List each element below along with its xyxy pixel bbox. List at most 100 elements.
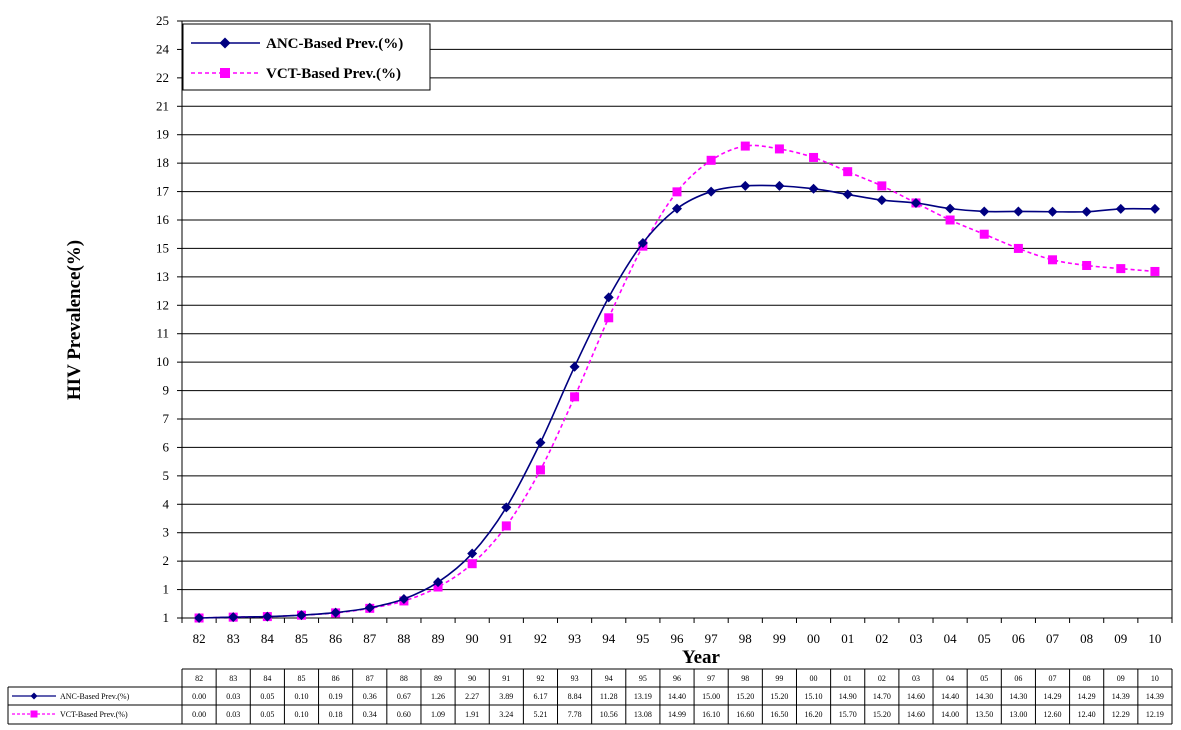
y-tick-label: 15 xyxy=(156,240,169,255)
x-tick-label: 04 xyxy=(944,631,958,646)
table-header-cell: 01 xyxy=(844,674,852,683)
x-tick-label: 90 xyxy=(466,631,479,646)
table-value-cell: 14.29 xyxy=(1044,692,1062,701)
x-tick-label: 92 xyxy=(534,631,547,646)
vct-point xyxy=(1048,255,1058,265)
anc-point xyxy=(706,186,717,197)
x-tick-label: 99 xyxy=(773,631,786,646)
vct-point xyxy=(672,187,682,197)
anc-point xyxy=(219,37,231,49)
table-value-cell: 14.39 xyxy=(1112,692,1130,701)
legend-vct-label: VCT-Based Prev.(%) xyxy=(266,66,401,82)
vct-series xyxy=(194,141,1160,623)
table-value-cell: 3.24 xyxy=(499,710,513,719)
table-header-cell: 98 xyxy=(741,674,749,683)
table-header-cell: 82 xyxy=(195,674,203,683)
table-value-cell: 0.05 xyxy=(260,692,274,701)
table-header-cell: 83 xyxy=(229,674,237,683)
table-value-cell: 12.29 xyxy=(1112,710,1130,719)
table-value-cell: 14.90 xyxy=(839,692,857,701)
legend: ANC-Based Prev.(%) VCT-Based Prev.(%) xyxy=(182,23,431,91)
table-value-cell: 12.19 xyxy=(1146,710,1164,719)
table-value-cell: 15.00 xyxy=(702,692,720,701)
table-value-cell: 0.34 xyxy=(363,710,377,719)
y-tick-label: 16 xyxy=(156,212,170,227)
x-tick-label: 87 xyxy=(363,631,377,646)
anc-point xyxy=(30,692,38,700)
table-value-cell: 0.18 xyxy=(329,710,343,719)
anc-point xyxy=(364,602,375,613)
x-tick-label: 97 xyxy=(705,631,719,646)
table-value-cell: 14.39 xyxy=(1146,692,1164,701)
anc-series xyxy=(194,180,1160,623)
table-header-cell: 99 xyxy=(775,674,783,683)
anc-point xyxy=(467,548,478,559)
legend-anc-label: ANC-Based Prev.(%) xyxy=(266,36,403,52)
y-tick-label: 10 xyxy=(156,354,169,369)
x-tick-label: 85 xyxy=(295,631,308,646)
y-tick-label: 18 xyxy=(156,155,169,170)
vct-point xyxy=(877,181,887,191)
x-tick-label: 02 xyxy=(875,631,888,646)
vct-point xyxy=(1013,243,1023,253)
table-value-cell: 0.67 xyxy=(397,692,411,701)
anc-point xyxy=(876,195,887,206)
table-header-cell: 94 xyxy=(605,674,613,683)
x-tick-label: 08 xyxy=(1080,631,1093,646)
table-header-cell: 95 xyxy=(639,674,647,683)
anc-point xyxy=(910,197,921,208)
table-value-cell: 0.36 xyxy=(363,692,377,701)
vct-point xyxy=(740,141,750,151)
table-value-cell: 16.10 xyxy=(702,710,720,719)
table-value-cell: 15.20 xyxy=(736,692,754,701)
anc-point xyxy=(398,593,409,604)
anc-point xyxy=(808,183,819,194)
table-header-cell: 02 xyxy=(878,674,886,683)
x-tick-label: 01 xyxy=(841,631,854,646)
table-header-cell: 08 xyxy=(1083,674,1091,683)
x-tick-label: 89 xyxy=(432,631,445,646)
y-tick-label: 24 xyxy=(156,41,170,56)
x-tick-label: 03 xyxy=(909,631,922,646)
table-value-cell: 1.09 xyxy=(431,710,445,719)
x-tick-label: 10 xyxy=(1148,631,1161,646)
table-value-cell: 14.29 xyxy=(1078,692,1096,701)
y-tick-label: 5 xyxy=(163,468,170,483)
y-tick-label: 9 xyxy=(163,383,170,398)
table-header-cell: 09 xyxy=(1117,674,1125,683)
x-axis-title: Year xyxy=(682,647,721,668)
table-value-cell: 0.00 xyxy=(192,692,206,701)
y-tick-label: 12 xyxy=(156,297,169,312)
table-value-cell: 14.70 xyxy=(873,692,891,701)
table-value-cell: 14.60 xyxy=(907,710,925,719)
table-value-cell: 15.70 xyxy=(839,710,857,719)
x-axis-ticks: 82 83 84 85 86 87 88 89 90 91 92 93 94 95 96 97 98 99 00 01… xyxy=(181,618,1173,646)
table-value-cell: 16.20 xyxy=(805,710,823,719)
table-header-cell: 86 xyxy=(332,674,340,683)
table-vct-label: VCT-Based Prev.(%) xyxy=(60,710,128,719)
table-value-cell: 14.30 xyxy=(975,692,993,701)
table-header-cell: 84 xyxy=(263,674,271,683)
anc-point xyxy=(262,611,273,622)
table-header-cell: 10 xyxy=(1151,674,1159,683)
y-tick-label: 1 xyxy=(163,582,170,597)
y-tick-label: 3 xyxy=(163,525,170,540)
y-tick-label: 13 xyxy=(156,269,169,284)
table-value-cell: 3.89 xyxy=(499,692,513,701)
y-tick-label: 22 xyxy=(156,70,169,85)
x-tick-label: 94 xyxy=(602,631,616,646)
plot-area xyxy=(181,20,1173,619)
vct-point xyxy=(467,559,477,569)
anc-point xyxy=(740,180,751,191)
vct-line xyxy=(199,144,1155,619)
y-tick-label: 2 xyxy=(163,553,170,568)
data-table: 82 83 84 85 86 87 88 89 90 91 92 93 94 95 96 97 98 99 00 01… xyxy=(7,668,1173,725)
vct-point xyxy=(1082,260,1092,270)
table-value-cell: 14.00 xyxy=(941,710,959,719)
x-tick-label: 06 xyxy=(1012,631,1026,646)
table-value-cell: 14.30 xyxy=(1009,692,1027,701)
x-tick-label: 00 xyxy=(807,631,820,646)
table-value-cell: 14.60 xyxy=(907,692,925,701)
table-value-cell: 12.60 xyxy=(1044,710,1062,719)
anc-point xyxy=(637,238,648,249)
